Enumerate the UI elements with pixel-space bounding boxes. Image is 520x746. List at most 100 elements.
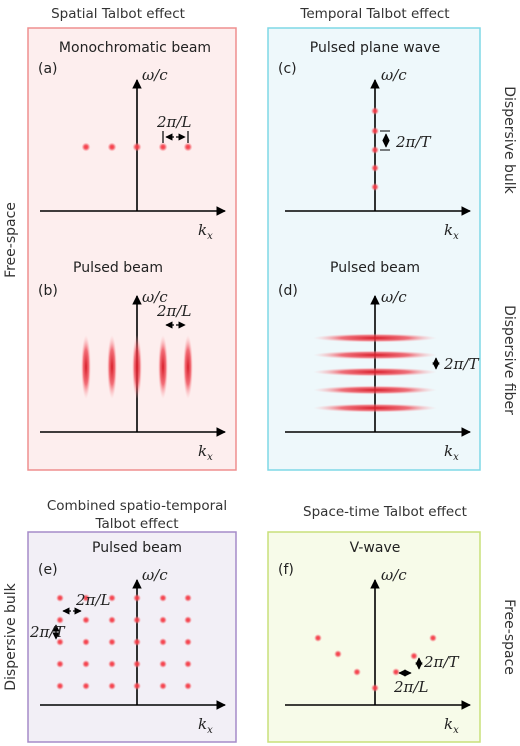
panel-a-spot <box>81 142 91 152</box>
panel-c-kx-label: kx <box>444 221 459 242</box>
side-label-dispersive-bulk-left: Dispersive bulk <box>3 582 19 690</box>
panel-e-spot <box>133 594 141 602</box>
panel-a-spot <box>183 142 193 152</box>
panel-c: Pulsed plane wave (c) ω/c kx 2π/T <box>278 40 471 242</box>
heading-temporal-talbot: Temporal Talbot effect <box>299 6 449 22</box>
panel-e-spot <box>184 594 192 602</box>
panel-e-spatial-period-label: 2π/L <box>75 591 110 609</box>
panel-e-spot <box>159 616 167 624</box>
panel-c-spot <box>371 127 379 135</box>
panel-d-kx-sub: x <box>453 452 459 463</box>
panel-e-spot <box>82 616 90 624</box>
spacetime-panel-box <box>267 531 481 743</box>
panel-e: Pulsed beam (e) ω/c kx 2π/L 2π/T <box>29 540 226 736</box>
panel-b-title: Pulsed beam <box>73 260 163 276</box>
panel-e-spot <box>56 682 64 690</box>
panel-d-title: Pulsed beam <box>330 260 420 276</box>
panel-b-tag: (b) <box>38 283 58 299</box>
heading-spacetime-talbot: Space-time Talbot effect <box>303 504 467 520</box>
panel-d: Pulsed beam (d) ω/c kx 2π/T <box>278 260 479 463</box>
panel-e-spot <box>82 638 90 646</box>
panel-f-kx-k: k <box>444 715 453 733</box>
panel-f-kx-label: kx <box>444 715 459 736</box>
panel-e-spot <box>108 616 116 624</box>
panel-e-spot <box>82 660 90 668</box>
panel-e-kx-label: kx <box>198 715 213 736</box>
panel-e-omega-label: ω/c <box>142 566 168 584</box>
panel-a-kx-sub: x <box>207 231 213 242</box>
panel-c-spot <box>371 146 379 154</box>
panel-e-spot <box>159 660 167 668</box>
panel-f-title: V-wave <box>350 540 401 556</box>
panel-e-spot <box>184 638 192 646</box>
panel-f-spot <box>410 652 418 660</box>
panel-c-kx-k: k <box>444 221 453 239</box>
panel-e-title: Pulsed beam <box>92 540 182 556</box>
panel-d-period-label: 2π/T <box>443 355 479 373</box>
side-label-dispersive-bulk-right: Dispersive bulk <box>501 86 517 194</box>
panel-a-spot <box>107 142 117 152</box>
panel-d-spectral-band <box>313 367 437 377</box>
panel-f-spot <box>334 650 342 658</box>
panel-d-spectral-band <box>313 385 437 395</box>
side-label-dispersive-fiber-right: Dispersive fiber <box>501 305 517 415</box>
panel-c-tag: (c) <box>278 61 297 77</box>
panel-b-spectral-band <box>183 335 193 399</box>
panel-e-spot <box>184 682 192 690</box>
panel-c-kx-sub: x <box>453 231 459 242</box>
panel-c-omega-label: ω/c <box>381 66 407 84</box>
panel-e-spot <box>108 682 116 690</box>
panel-e-spot <box>108 660 116 668</box>
panel-e-spot-grid <box>56 594 192 690</box>
panel-f: V-wave (f) ω/c kx 2π/L 2π/T <box>278 540 471 736</box>
panel-e-spot <box>184 616 192 624</box>
panel-d-spectral-band <box>313 403 437 413</box>
panel-f-kx-sub: x <box>453 725 459 736</box>
panel-e-spot <box>133 638 141 646</box>
panel-b-spectral-band <box>132 335 142 399</box>
panel-f-spot <box>429 634 437 642</box>
panel-c-spot <box>371 183 379 191</box>
panel-d-kx-k: k <box>444 442 453 460</box>
panel-a-tag: (a) <box>38 61 58 77</box>
panel-e-kx-k: k <box>198 715 207 733</box>
panel-e-spot <box>133 660 141 668</box>
panel-d-spectral-band <box>313 333 437 343</box>
panel-a-kx-label: kx <box>198 221 213 242</box>
combined-panel-box <box>27 531 237 743</box>
panel-b-spectral-band <box>107 335 117 399</box>
panel-f-spot <box>371 684 379 692</box>
panel-c-spot <box>371 164 379 172</box>
panel-e-spot <box>159 594 167 602</box>
panel-e-tag: (e) <box>38 562 58 578</box>
panel-d-tag: (d) <box>278 283 298 299</box>
panel-f-spot <box>314 634 322 642</box>
panel-e-spot <box>184 660 192 668</box>
panel-b: Pulsed beam (b) ω/c kx 2π/L <box>38 260 226 463</box>
temporal-panel-box <box>267 27 481 471</box>
panel-a-omega-label: ω/c <box>142 66 168 84</box>
panel-a-period-label: 2π/L <box>156 113 191 131</box>
panel-e-kx-sub: x <box>207 725 213 736</box>
heading-combined-line2: Talbot effect <box>94 516 178 532</box>
panel-b-kx-label: kx <box>198 442 213 463</box>
panel-e-temporal-period-label: 2π/T <box>29 623 65 641</box>
panel-e-spot <box>159 638 167 646</box>
panel-a-spot <box>158 142 168 152</box>
panel-f-tag: (f) <box>278 562 294 578</box>
panel-d-kx-label: kx <box>444 442 459 463</box>
panel-f-spot <box>353 668 361 676</box>
panel-e-spot <box>56 594 64 602</box>
panel-c-spot <box>371 107 379 115</box>
panel-f-omega-label: ω/c <box>381 566 407 584</box>
panel-a-kx-k: k <box>198 221 207 239</box>
panel-b-period-label: 2π/L <box>156 302 191 320</box>
panel-a-title: Monochromatic beam <box>59 40 211 56</box>
panel-d-spectral-band <box>313 350 437 360</box>
panel-f-spatial-period-label: 2π/L <box>393 678 428 696</box>
panel-b-spectral-band <box>158 335 168 399</box>
panel-a: Monochromatic beam (a) ω/c kx 2π/L <box>38 40 226 242</box>
panel-b-kx-sub: x <box>207 452 213 463</box>
side-label-free-space-left: Free-space <box>3 202 19 278</box>
